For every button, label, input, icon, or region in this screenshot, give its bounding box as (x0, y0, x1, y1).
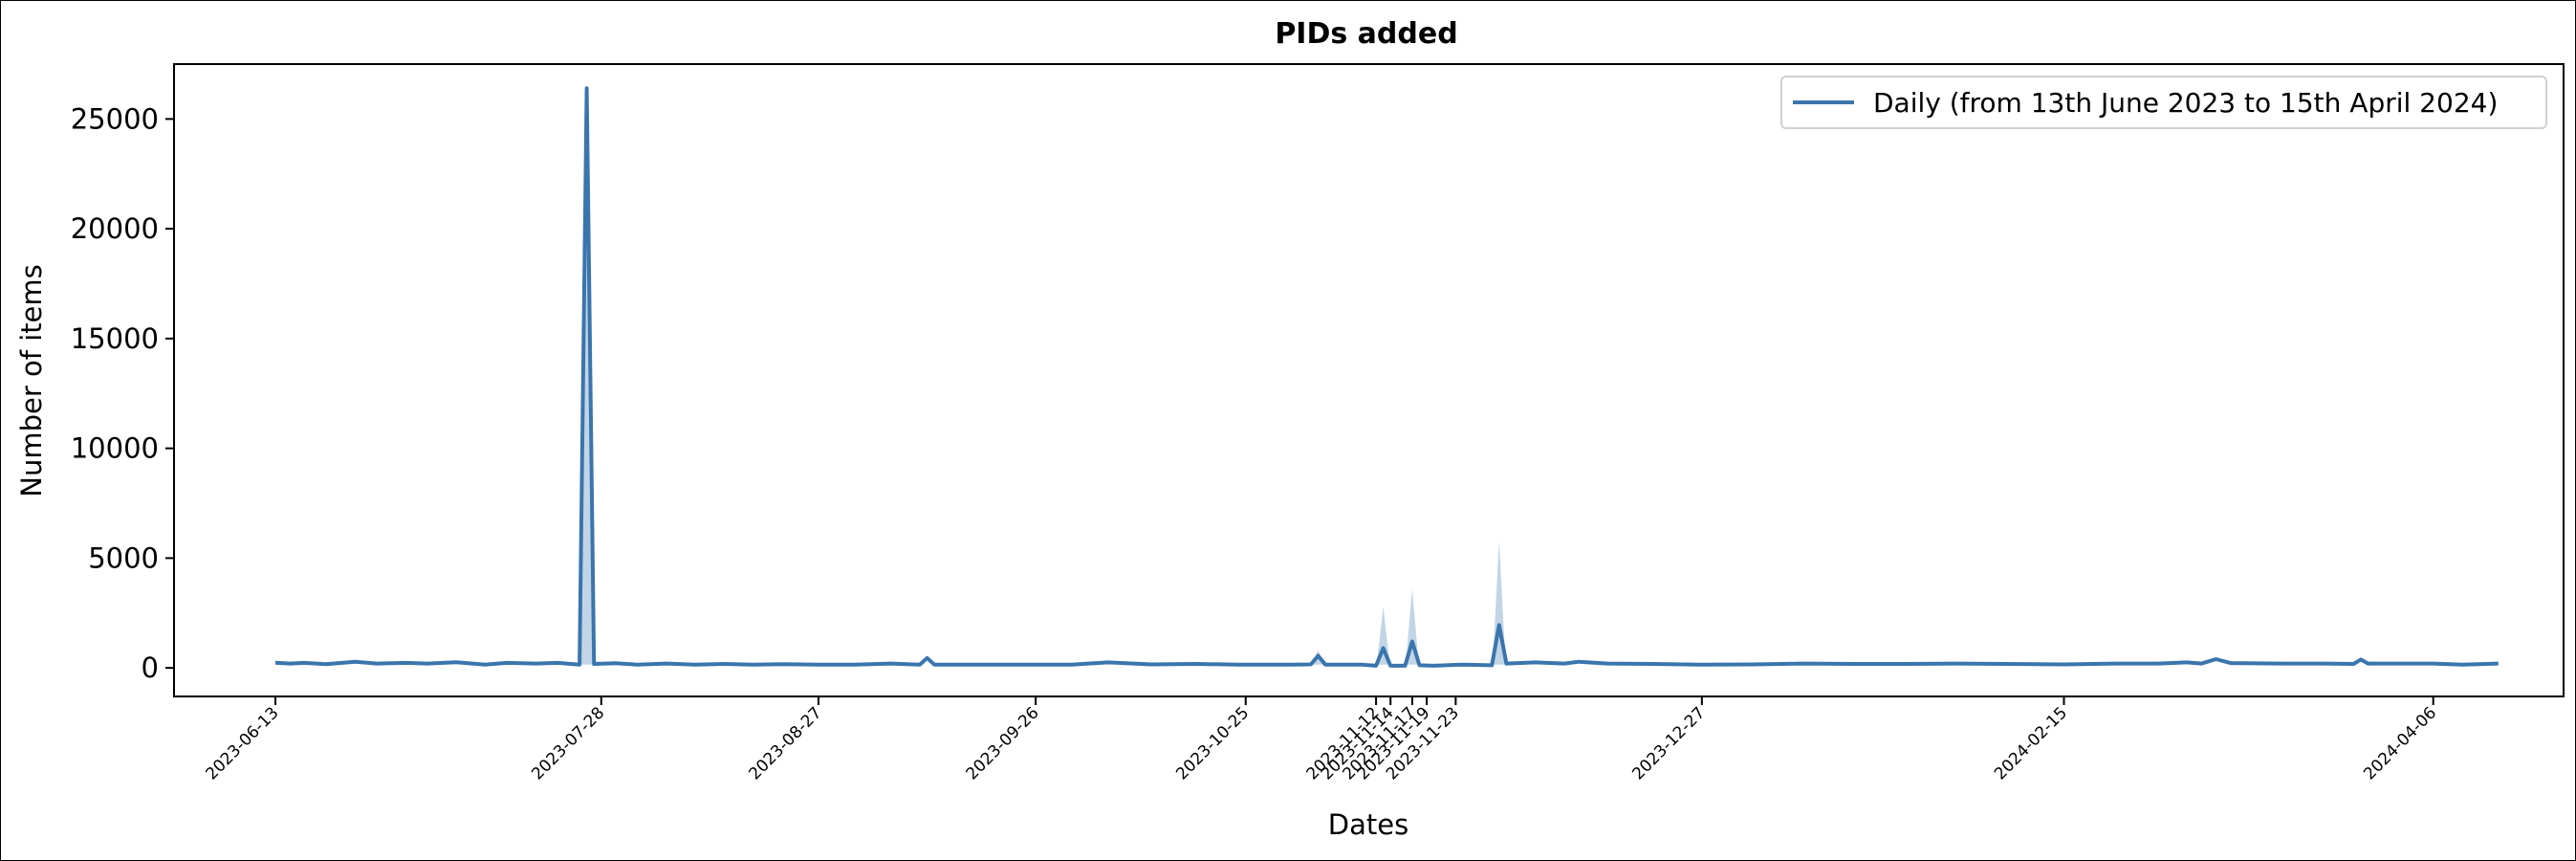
y-tick-label: 25000 (71, 102, 159, 135)
x-tick-label: 2023-06-13 (203, 703, 283, 784)
legend-box (1780, 76, 2547, 129)
legend-entry: Daily (from 13th June 2023 to 15th April… (1873, 87, 2498, 119)
y-tick-label: 20000 (71, 212, 159, 245)
x-tick-label: 2024-04-06 (2360, 703, 2440, 784)
x-tick-label: 2023-12-27 (1628, 703, 1709, 784)
plot-area (274, 86, 2499, 668)
y-axis-label: Number of items (15, 264, 48, 497)
y-tick-label: 15000 (71, 322, 159, 355)
legend: Daily (from 13th June 2023 to 15th April… (1780, 76, 2547, 129)
plot-frame (173, 63, 2565, 697)
y-axis: 0 5000 10000 15000 20000 25000 (71, 102, 174, 684)
x-tick-label: 2023-10-25 (1172, 703, 1253, 784)
x-tick-label: 2023-07-28 (528, 703, 608, 784)
y-tick-label: 5000 (88, 541, 159, 574)
x-axis: 2023-06-13 2023-07-28 2023-08-27 2023-09-26… (203, 696, 2440, 784)
chart-title: PIDs added (1275, 17, 1457, 51)
confidence-band (579, 88, 1506, 665)
y-tick-label: 10000 (71, 432, 159, 465)
series-line (274, 86, 2499, 668)
y-tick-label: 0 (142, 651, 159, 684)
x-tick-label: 2023-08-27 (746, 703, 826, 784)
x-tick-label: 2023-09-26 (963, 703, 1043, 784)
x-tick-label: 2024-02-15 (1991, 703, 2071, 784)
x-axis-label: Dates (1328, 808, 1408, 841)
